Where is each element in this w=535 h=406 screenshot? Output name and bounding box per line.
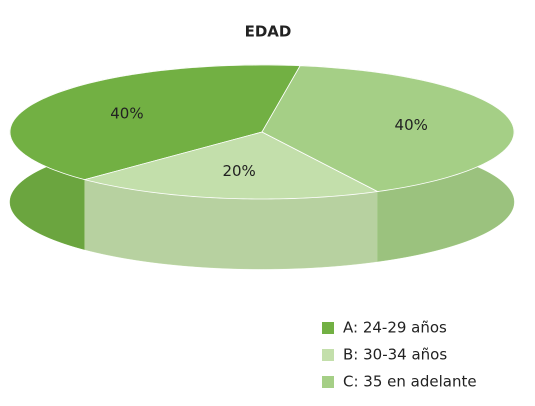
chart-title: EDAD [245,23,292,41]
legend-label: A: 24-29 años [343,319,447,337]
value-label: 40% [110,104,143,122]
legend-swatch [322,349,334,361]
value-labels: 40% 20% 40% [110,104,428,180]
legend-label: B: 30-34 años [343,346,447,364]
pie-slice [9,64,301,181]
pie-slice [261,65,515,192]
pie-wall-shade [84,179,378,269]
value-label: 40% [395,116,428,134]
legend: A: 24-29 años B: 30-34 años C: 35 en adela… [322,319,477,391]
legend-label: C: 35 en adelante [343,373,477,391]
legend-swatch [322,376,334,388]
pie-tops [9,64,515,200]
pie-slice [83,131,379,200]
value-label: 20% [222,162,255,180]
legend-swatch [322,322,334,334]
